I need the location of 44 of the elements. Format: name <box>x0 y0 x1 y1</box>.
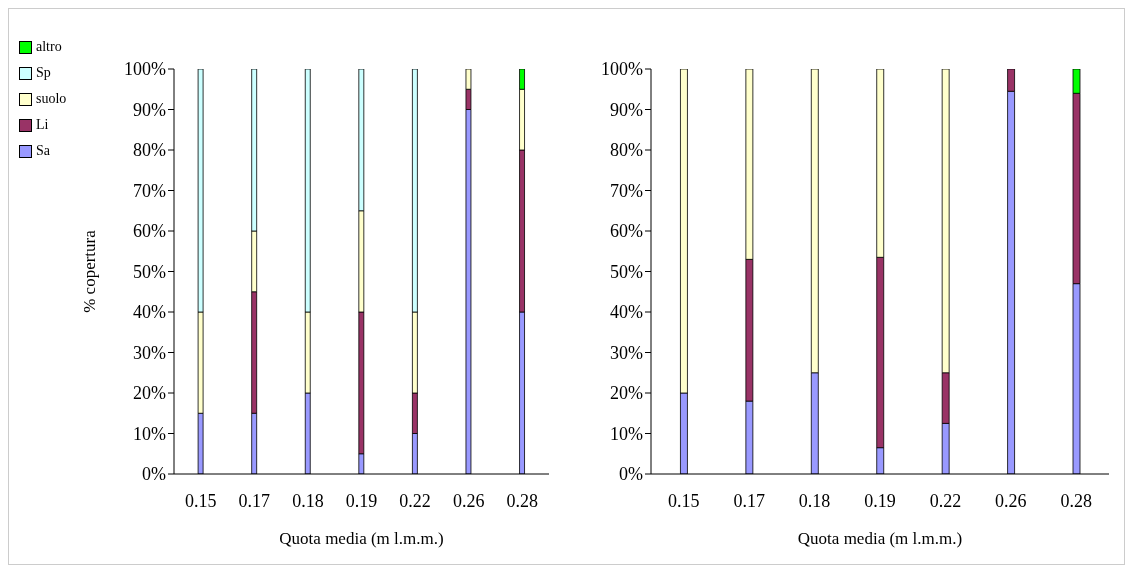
y-tick-label: 100% <box>124 59 166 80</box>
y-tick-label: 80% <box>610 140 643 161</box>
x-tick-label: 0.19 <box>864 490 896 511</box>
x-axis-title: Quota media (m l.m.m.) <box>279 529 444 548</box>
y-tick-label: 80% <box>133 140 166 161</box>
x-tick-label: 0.15 <box>185 490 217 511</box>
y-tick-label: 30% <box>610 342 643 363</box>
y-tick-label: 40% <box>610 302 643 323</box>
y-tick-label: 0% <box>142 464 166 485</box>
x-tick-label: 0.15 <box>667 490 700 511</box>
x-tick-label: 0.18 <box>292 490 324 511</box>
legend-label: Sp <box>36 65 51 81</box>
x-tick-label: 0.19 <box>345 490 378 511</box>
y-tick-label: 10% <box>610 423 643 444</box>
y-tick-label: 10% <box>133 423 166 444</box>
legend-label: Sa <box>36 143 50 159</box>
y-tick-label: 100% <box>601 59 643 80</box>
y-tick-label: 70% <box>610 180 643 201</box>
x-tick-label: 0.28 <box>1060 490 1093 511</box>
x-tick-label: 0.17 <box>733 490 765 511</box>
x-tick-label: 0.18 <box>798 490 831 511</box>
y-tick-label: 90% <box>610 99 643 120</box>
legend-label: Li <box>36 117 49 133</box>
x-tick-label: 0.17 <box>238 490 271 511</box>
x-tick-label: 0.28 <box>506 490 538 511</box>
x-tick-label: 0.22 <box>399 490 431 511</box>
y-tick-label: 20% <box>610 383 643 404</box>
y-tick-label: 70% <box>133 180 166 201</box>
y-tick-label: 50% <box>133 261 166 282</box>
y-tick-label: 60% <box>133 221 166 242</box>
y-tick-label: 0% <box>619 464 643 485</box>
y-axis-title: % copertura <box>80 229 100 313</box>
x-axis-title: Quota media (m l.m.m.) <box>797 529 963 548</box>
y-tick-label: 90% <box>133 99 166 120</box>
x-tick-label: 0.26 <box>452 490 485 511</box>
y-tick-label: 20% <box>133 383 166 404</box>
legend-label: altro <box>36 39 62 55</box>
y-tick-label: 60% <box>610 221 643 242</box>
y-tick-label: 50% <box>610 261 643 282</box>
y-tick-label: 40% <box>133 302 166 323</box>
y-tick-label: 30% <box>133 342 166 363</box>
legend-label: suolo <box>36 91 67 107</box>
x-tick-label: 0.26 <box>995 490 1027 511</box>
x-tick-label: 0.22 <box>929 490 962 511</box>
